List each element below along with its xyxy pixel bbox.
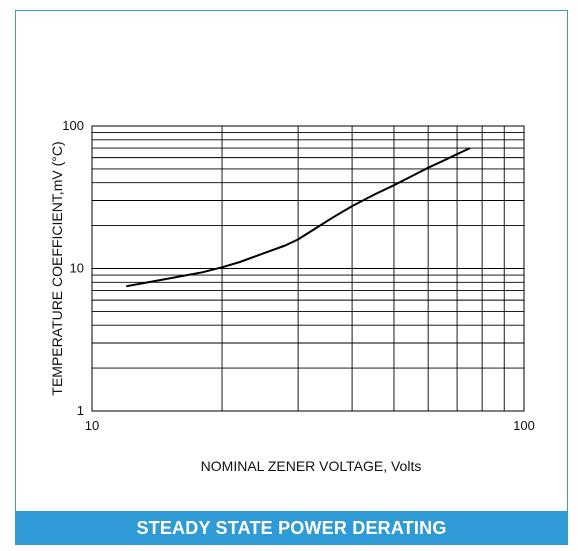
caption-text: STEADY STATE POWER DERATING bbox=[136, 517, 447, 538]
caption-bar: STEADY STATE POWER DERATING bbox=[15, 511, 568, 545]
x-axis-label: NOMINAL ZENER VOLTAGE, Volts bbox=[201, 458, 422, 474]
grid bbox=[92, 126, 524, 411]
x-tick-label: 10 bbox=[85, 418, 99, 433]
y-tick-label: 100 bbox=[62, 118, 84, 133]
series-layer bbox=[126, 147, 471, 288]
y-axis-label: TEMPERATURE COEFFICIENT,mV (°C) bbox=[49, 141, 65, 395]
x-tick-label: 100 bbox=[513, 418, 535, 433]
y-tick-label: 10 bbox=[70, 261, 84, 276]
plot-border bbox=[91, 125, 525, 412]
series-line bbox=[126, 147, 471, 288]
y-tick-label: 1 bbox=[77, 403, 84, 418]
figure-frame bbox=[15, 10, 568, 545]
